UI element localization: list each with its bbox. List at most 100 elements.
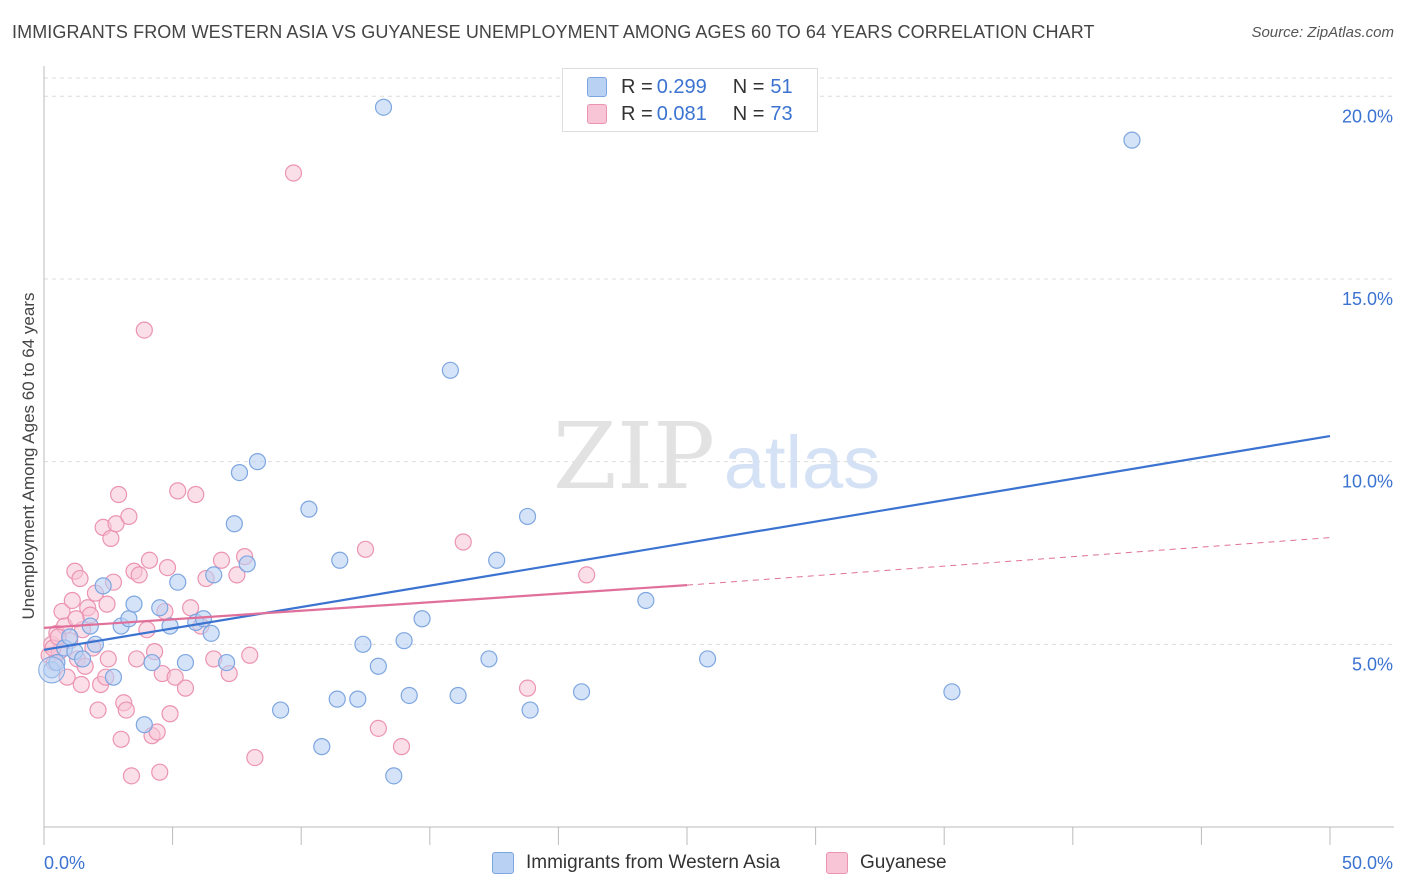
data-point-western-asia	[480, 650, 498, 668]
data-point-western-asia	[73, 650, 92, 668]
data-point-western-asia	[518, 507, 537, 526]
data-point-guyanese	[120, 507, 138, 526]
data-point-western-asia	[151, 599, 169, 617]
x-tick-label: 0.0%	[44, 853, 85, 873]
data-point-guyanese	[228, 566, 246, 584]
data-point-guyanese	[102, 529, 120, 547]
legend-n-label-2: N =	[732, 102, 765, 125]
legend-label-western-asia: Immigrants from Western Asia	[526, 852, 781, 873]
data-point-guyanese	[98, 595, 116, 613]
data-point-guyanese	[63, 591, 81, 610]
data-point-western-asia	[125, 595, 143, 613]
legend-n-value-2: 73	[770, 102, 793, 125]
trend-lines	[43, 434, 1331, 651]
trend-line-guyanese	[43, 584, 688, 629]
data-point-western-asia	[300, 500, 318, 518]
data-point-guyanese	[158, 558, 177, 577]
data-point-western-asia	[238, 555, 256, 573]
data-point-western-asia	[313, 738, 331, 756]
data-point-guyanese	[89, 701, 107, 719]
correlation-legend: R = 0.299 N = 51 R = 0.081 N = 73	[562, 68, 818, 132]
data-point-western-asia	[272, 701, 290, 719]
data-point-guyanese	[72, 675, 90, 694]
data-point-western-asia	[449, 686, 467, 705]
data-point-western-asia	[637, 591, 655, 610]
data-point-western-asia	[572, 683, 591, 701]
blue-swatch-icon	[587, 77, 607, 97]
data-point-guyanese	[182, 599, 200, 617]
legend-r-value-2: 0.081	[656, 102, 707, 125]
watermark-atlas: atlas	[724, 421, 880, 504]
data-point-guyanese	[187, 485, 205, 504]
data-point-western-asia	[413, 610, 431, 628]
data-point-western-asia	[441, 361, 459, 379]
data-point-western-asia	[169, 573, 187, 591]
blue-square-icon	[492, 852, 514, 874]
y-tick-label: 20.0%	[1342, 106, 1393, 126]
data-point-western-asia	[205, 566, 223, 584]
data-point-guyanese	[166, 668, 184, 686]
data-point-western-asia	[331, 551, 349, 569]
data-point-western-asia	[218, 653, 236, 672]
data-point-guyanese	[117, 701, 135, 719]
guyanese-points	[40, 164, 596, 785]
data-point-guyanese	[369, 719, 387, 737]
data-point-guyanese	[112, 730, 130, 748]
legend-r-label-2: R =	[621, 102, 653, 125]
data-point-guyanese	[130, 566, 148, 584]
legend-item-western-asia[interactable]: Immigrants from Western Asia	[492, 852, 780, 874]
data-point-western-asia	[328, 690, 346, 708]
data-point-guyanese	[148, 723, 166, 741]
data-point-western-asia	[521, 701, 539, 719]
tick-labels: 5.0% 10.0% 15.0% 20.0% 0.0% 50.0%	[44, 106, 1393, 873]
data-point-western-asia	[61, 628, 79, 646]
data-point-guyanese	[138, 621, 156, 639]
data-point-western-asia	[248, 453, 267, 471]
data-point-western-asia	[349, 690, 367, 708]
data-point-western-asia	[369, 657, 387, 675]
y-tick-label: 15.0%	[1342, 289, 1393, 309]
data-point-western-asia	[943, 683, 961, 701]
legend-label-guyanese: Guyanese	[860, 852, 947, 873]
data-point-western-asia	[488, 551, 506, 569]
western-asia-points	[38, 98, 1141, 785]
data-point-western-asia	[400, 686, 418, 705]
data-point-western-asia	[230, 463, 249, 482]
pink-swatch-icon	[587, 104, 607, 124]
data-point-western-asia	[104, 668, 123, 686]
data-point-guyanese	[109, 485, 128, 504]
data-point-western-asia	[1123, 131, 1141, 149]
data-point-western-asia	[202, 624, 220, 642]
data-point-guyanese	[71, 569, 89, 588]
data-point-western-asia	[143, 653, 161, 672]
data-point-guyanese	[176, 679, 195, 697]
legend-n-value-1: 51	[770, 75, 793, 98]
data-point-guyanese	[454, 533, 472, 551]
data-point-western-asia	[94, 577, 112, 595]
data-point-western-asia-cluster	[38, 656, 66, 684]
y-tick-label: 10.0%	[1342, 472, 1393, 492]
legend-row-guyanese: R = 0.081 N = 73	[587, 102, 793, 126]
data-point-guyanese	[99, 650, 117, 668]
data-point-guyanese	[578, 566, 596, 584]
data-point-guyanese	[161, 705, 179, 723]
data-point-western-asia	[120, 610, 138, 628]
y-tick-label: 5.0%	[1352, 654, 1393, 674]
data-point-guyanese	[169, 482, 187, 500]
y-axis-label: Unemployment Among Ages 60 to 64 years	[19, 293, 38, 620]
watermark: ZIP atlas	[553, 403, 880, 510]
data-point-guyanese	[241, 646, 259, 664]
x-tick-label: 50.0%	[1342, 853, 1393, 873]
series-legend: Immigrants from Western Asia Guyanese	[0, 852, 1406, 878]
source-label: Source: ZipAtlas.com	[1251, 24, 1394, 41]
data-point-guyanese	[127, 650, 146, 668]
legend-item-guyanese[interactable]: Guyanese	[826, 852, 947, 874]
data-point-western-asia	[86, 635, 105, 653]
legend-r-value-1: 0.299	[656, 75, 707, 98]
data-point-western-asia	[354, 635, 372, 653]
legend-r-label-1: R =	[621, 75, 653, 98]
data-point-western-asia	[374, 98, 393, 116]
watermark-zip: ZIP	[553, 403, 715, 510]
data-point-guyanese	[151, 763, 169, 781]
